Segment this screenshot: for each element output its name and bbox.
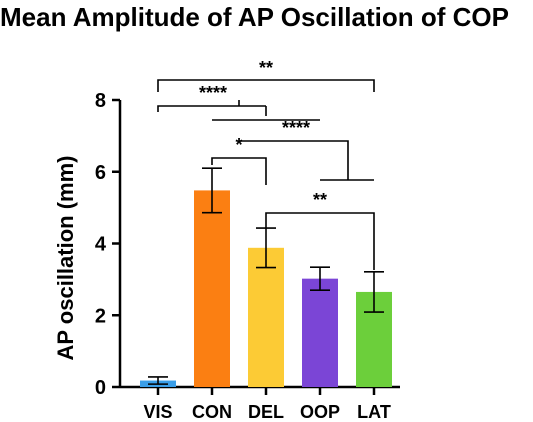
sig-label-vis-lat: ** (259, 58, 273, 78)
bars (140, 190, 392, 387)
sig-label-del-lat: ** (313, 190, 327, 210)
x-tick-label-del: DEL (248, 402, 284, 422)
y-tick-label: 8 (95, 90, 106, 112)
sig-bracket-vis-condel (157, 100, 267, 116)
sig-bracket-con-del (211, 157, 267, 185)
y-tick-label: 2 (95, 305, 106, 327)
bar-con (194, 190, 230, 387)
axes: 0 2 4 6 8 VIS CON DEL OOP LAT (95, 90, 400, 422)
bar-oop (302, 278, 338, 387)
sig-bracket-condel-ooplat (239, 140, 374, 181)
y-tick-label: 0 (95, 377, 106, 399)
sig-label-con-del: * (235, 135, 242, 155)
x-tick-label-con: CON (192, 402, 232, 422)
x-tick-label-oop: OOP (300, 402, 340, 422)
error-bars (148, 167, 384, 385)
x-tick-label-lat: LAT (357, 402, 391, 422)
sig-bracket-vis-lat (157, 79, 375, 92)
significance-brackets: ************* (157, 58, 375, 270)
sig-label-condel-ooplat: **** (282, 118, 310, 138)
x-tick-label-vis: VIS (143, 402, 172, 422)
y-tick-label: 4 (95, 234, 107, 256)
bar-del (248, 247, 284, 387)
y-axis-label: AP oscillation (mm) (53, 156, 78, 361)
chart-title: Mean Amplitude of AP Oscillation of COP (0, 2, 509, 32)
sig-bracket-del-lat (265, 212, 375, 270)
sig-label-vis-condel: **** (199, 83, 227, 103)
y-tick-label: 6 (95, 162, 106, 184)
